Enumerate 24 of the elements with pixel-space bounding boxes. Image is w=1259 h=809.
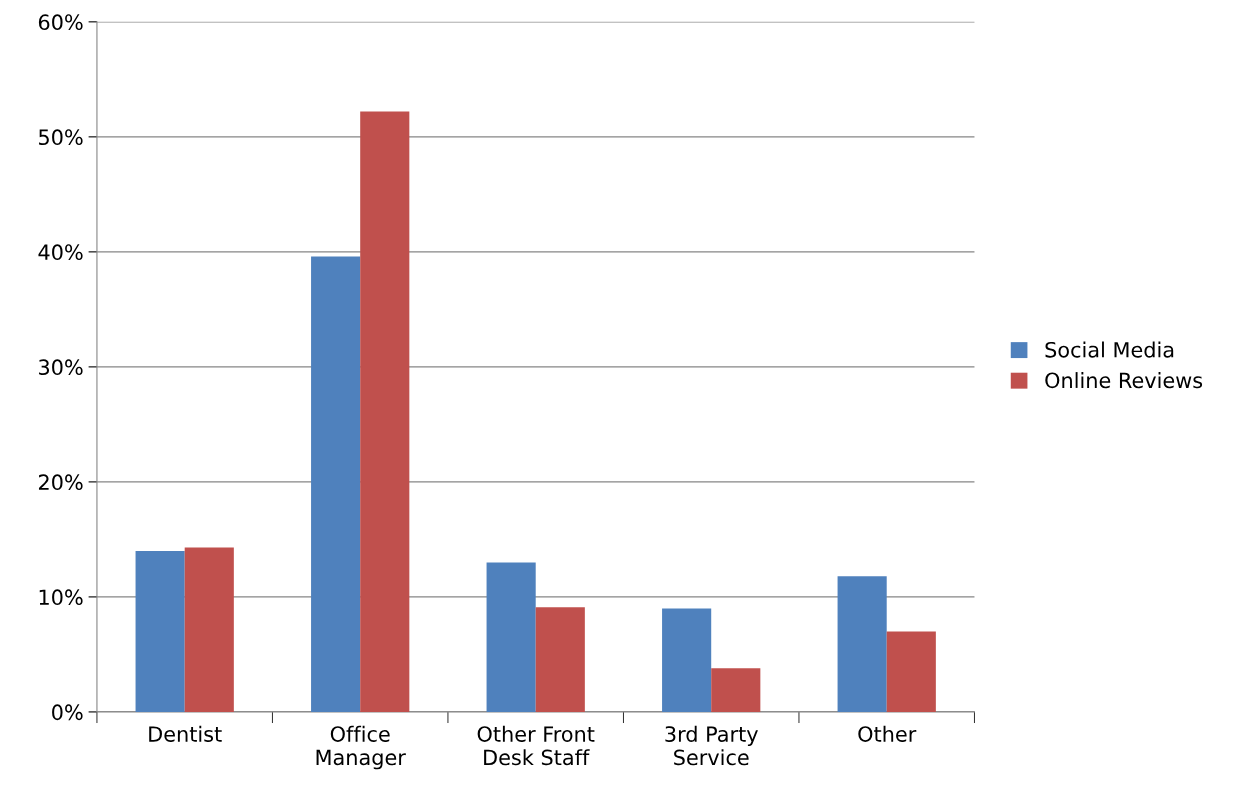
x-tick-label: Dentist (149, 725, 222, 742)
y-tick-label: 10% (39, 589, 83, 606)
bar (184, 547, 234, 712)
legend-label: Social Media (1045, 341, 1174, 358)
bar (662, 608, 712, 712)
y-tick-label: 50% (39, 129, 83, 146)
bar (837, 576, 887, 712)
x-tick-label: Other (858, 725, 917, 742)
bar (360, 111, 410, 712)
y-tick-label: 30% (39, 359, 83, 376)
bar (886, 631, 936, 712)
y-tick-label: 40% (38, 244, 83, 261)
bar (711, 668, 761, 712)
x-tick-label: Other Front Desk Staff (477, 725, 595, 766)
y-tick-label: 20% (38, 474, 83, 491)
legend-label: Online Reviews (1045, 372, 1203, 389)
x-tick-label: Office Manager (316, 725, 406, 770)
bar (311, 256, 361, 712)
bar (486, 562, 536, 712)
y-tick-label: 60% (38, 14, 83, 31)
x-tick-label: 3rd Party Service (665, 725, 758, 766)
y-tick-label: 0% (52, 704, 83, 721)
bar (135, 550, 185, 712)
bar (535, 607, 585, 712)
